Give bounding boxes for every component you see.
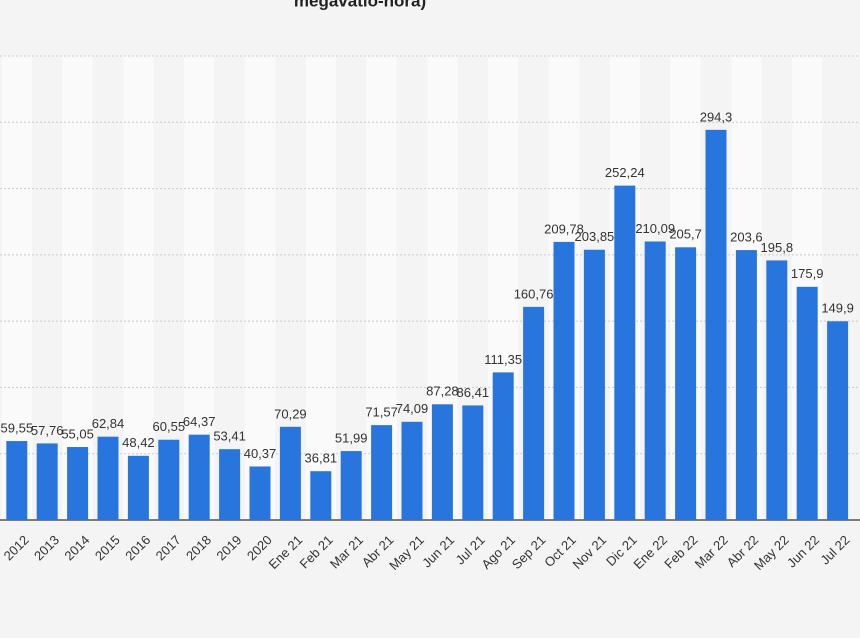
- data-label: 57,76: [31, 423, 64, 438]
- x-tick-label: 2018: [183, 532, 214, 563]
- bar: [766, 260, 788, 520]
- data-label: 209,78: [544, 221, 584, 236]
- data-label: 111,35: [484, 352, 522, 367]
- x-tick-label: Sep 21: [509, 532, 549, 572]
- data-label: 53,41: [213, 429, 246, 444]
- bar: [553, 241, 575, 520]
- data-label: 51,99: [335, 431, 368, 446]
- x-tick-label: Nov 21: [570, 532, 610, 572]
- bar: [523, 306, 545, 520]
- data-label: 40,37: [244, 446, 277, 461]
- band-stripe: [123, 56, 154, 520]
- x-tick-label: 2017: [153, 532, 184, 563]
- bar: [67, 447, 89, 520]
- x-tick-label: Ene 22: [630, 532, 670, 572]
- data-label: 55,05: [61, 426, 94, 441]
- bar: [462, 405, 484, 520]
- data-label: 60,55: [153, 419, 186, 434]
- data-label: 62,84: [92, 416, 125, 431]
- data-label: 175,9: [791, 266, 824, 281]
- bar: [279, 426, 301, 520]
- data-label: 195,8: [761, 240, 794, 255]
- bar: [827, 321, 849, 520]
- x-tick-label: 2012: [1, 532, 32, 563]
- bar: [188, 434, 210, 520]
- data-label: 59,55: [1, 420, 34, 435]
- bar: [401, 421, 423, 520]
- x-tick-label: 2014: [61, 532, 92, 563]
- data-label: 252,24: [605, 165, 645, 180]
- x-tick-label: Feb 21: [296, 532, 335, 571]
- x-tick-label: 2015: [92, 532, 123, 563]
- bar: [371, 425, 393, 520]
- bar: [705, 129, 727, 520]
- data-label: 149,9: [821, 301, 854, 316]
- data-label: 64,37: [183, 414, 216, 429]
- bar: [219, 449, 241, 520]
- data-label: 203,85: [575, 229, 615, 244]
- x-tick-label: Feb 22: [661, 532, 700, 571]
- bar: [340, 451, 362, 520]
- bar: [97, 436, 119, 520]
- x-tick-label: May 21: [386, 532, 427, 573]
- x-tick-label: Ene 21: [266, 532, 306, 572]
- x-tick-label: Jun 21: [419, 532, 457, 570]
- bar: [36, 443, 58, 520]
- data-label: 36,81: [305, 451, 338, 466]
- bar: [675, 247, 697, 520]
- bar: [310, 471, 332, 520]
- data-label: 86,41: [457, 385, 490, 400]
- data-label: 70,29: [274, 406, 307, 421]
- data-label: 210,09: [635, 221, 675, 236]
- data-label: 205,7: [669, 227, 702, 242]
- chart-title: megavatio-hora): [294, 0, 426, 10]
- bar: [796, 286, 818, 520]
- data-label: 71,57: [365, 405, 398, 420]
- data-label: 160,76: [514, 286, 554, 301]
- band-stripe: [244, 56, 276, 520]
- x-tick-label: 2013: [31, 532, 62, 563]
- x-tick-label: Mar 21: [327, 532, 366, 571]
- x-tick-label: 2019: [213, 532, 244, 563]
- x-tick-label: Jul 22: [817, 532, 852, 567]
- x-tick-label: Mar 22: [692, 532, 731, 571]
- data-label: 294,3: [700, 109, 733, 124]
- bar: [158, 439, 180, 520]
- bar: [614, 185, 636, 521]
- bar: [6, 441, 28, 520]
- bar: [735, 250, 757, 520]
- bar: [249, 466, 271, 520]
- bar: [127, 455, 149, 520]
- band-stripe: [305, 56, 336, 520]
- data-label: 74,09: [396, 401, 429, 416]
- x-tick-label: Jun 22: [784, 532, 822, 570]
- bar: [431, 404, 453, 520]
- bar: [644, 241, 666, 520]
- x-tick-label: May 22: [751, 532, 792, 573]
- x-tick-label: 2016: [122, 532, 153, 563]
- bar: [492, 372, 514, 520]
- band-stripe: [62, 56, 93, 520]
- data-label: 203,6: [730, 230, 763, 245]
- data-label: 48,42: [122, 435, 155, 450]
- data-label: 87,28: [426, 384, 459, 399]
- bar: [583, 249, 605, 520]
